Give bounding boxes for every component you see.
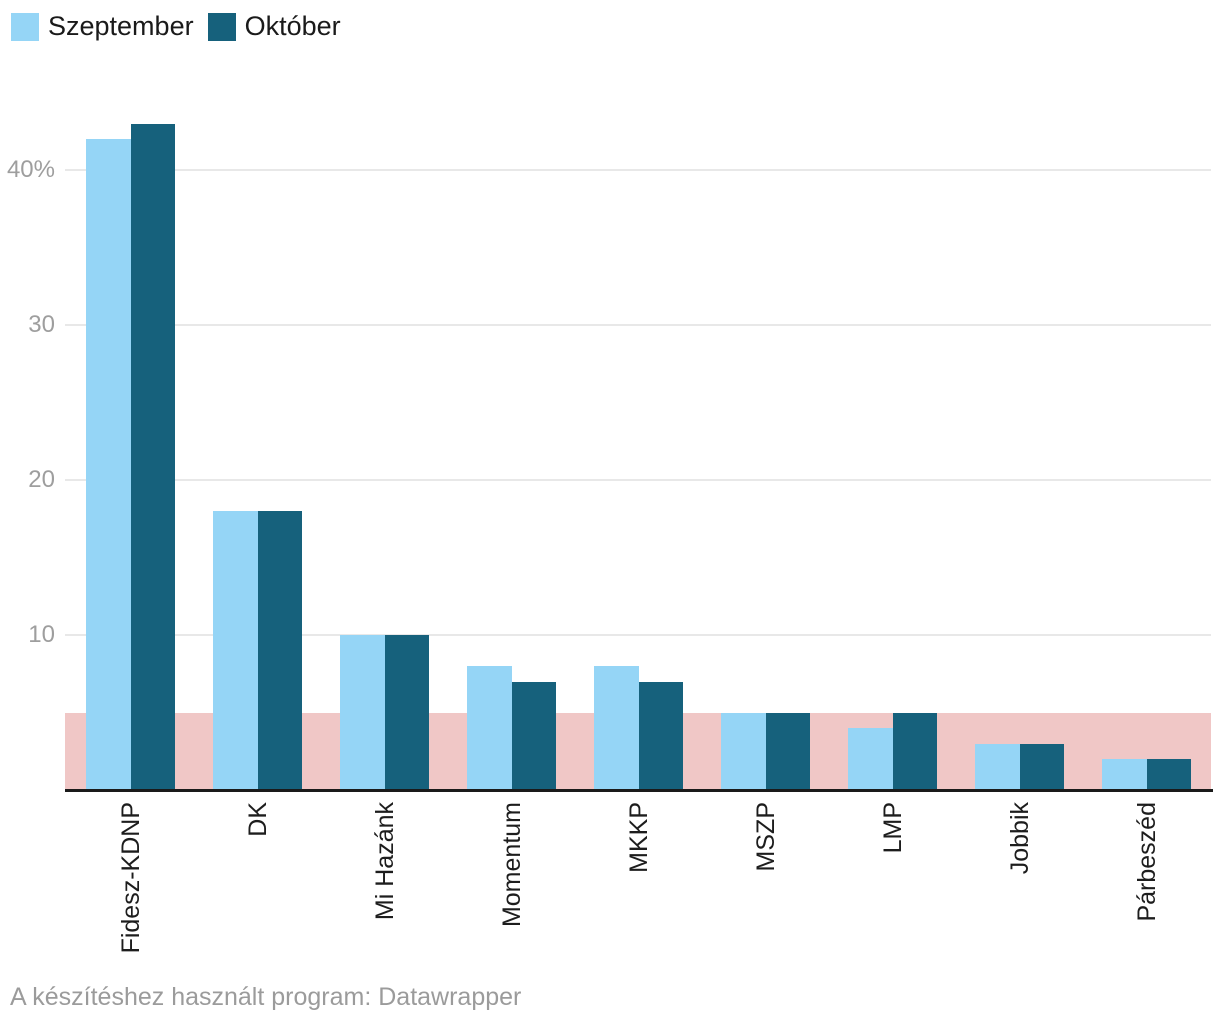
x-axis-label-mszp: MSZP <box>751 802 780 872</box>
legend-label-szeptember: Szeptember <box>48 11 194 41</box>
x-axis-label-mkkp: MKKP <box>624 802 653 873</box>
y-axis-tick-label-20: 20 <box>28 466 55 493</box>
y-axis-tick-label-30: 30 <box>28 311 55 338</box>
gridline-30 <box>65 324 1211 326</box>
bar-szeptember-dk[interactable] <box>213 511 258 790</box>
legend-swatch-oktober <box>207 12 236 41</box>
x-axis-label-jobbik: Jobbik <box>1005 802 1034 875</box>
bar-okt-ber-fidesz-kdnp[interactable] <box>130 123 175 790</box>
x-axis-line <box>65 789 1213 792</box>
bar-okt-ber-momentum[interactable] <box>511 681 556 790</box>
bar-okt-ber-mkkp[interactable] <box>638 681 683 790</box>
bar-szeptember-jobbik[interactable] <box>975 743 1020 790</box>
bar-szeptember-fidesz-kdnp[interactable] <box>86 139 131 790</box>
bar-okt-ber-jobbik[interactable] <box>1019 743 1064 790</box>
bar-okt-ber-lmp[interactable] <box>892 712 937 790</box>
bar-szeptember-momentum[interactable] <box>467 666 512 790</box>
legend-swatch-szeptember <box>11 12 39 41</box>
legend-item-szeptember: Szeptember <box>11 11 194 42</box>
legend-label-oktober: Október <box>244 11 341 41</box>
legend-item-oktober: Október <box>207 11 341 42</box>
footer-caption: A készítéshez használt program: Datawrap… <box>10 983 522 1011</box>
bar-okt-ber-p-rbesz-d[interactable] <box>1146 759 1191 790</box>
bar-szeptember-lmp[interactable] <box>848 728 893 790</box>
x-axis-label-p-rbesz-d: Párbeszéd <box>1132 802 1161 922</box>
x-axis-label-momentum: Momentum <box>497 802 526 928</box>
bar-szeptember-mszp[interactable] <box>721 712 766 790</box>
bar-szeptember-p-rbesz-d[interactable] <box>1102 759 1147 790</box>
x-axis-label-lmp: LMP <box>878 802 907 854</box>
bar-okt-ber-dk[interactable] <box>257 511 302 790</box>
y-axis-tick-label-40: 40% <box>6 156 55 183</box>
bar-szeptember-mkkp[interactable] <box>594 666 639 790</box>
bar-okt-ber-mi-haz-nk[interactable] <box>384 635 429 790</box>
x-axis-label-fidesz-kdnp: Fidesz-KDNP <box>116 802 145 954</box>
gridline-20 <box>65 479 1211 481</box>
x-axis-label-mi-haz-nk: Mi Hazánk <box>370 802 399 921</box>
bar-okt-ber-mszp[interactable] <box>765 712 810 790</box>
chart-legend: Szeptember Október <box>11 11 355 42</box>
gridline-10 <box>65 634 1211 636</box>
x-axis-label-dk: DK <box>243 802 272 837</box>
bar-szeptember-mi-haz-nk[interactable] <box>340 635 385 790</box>
gridline-40 <box>65 169 1211 171</box>
y-axis-tick-label-10: 10 <box>28 621 55 648</box>
